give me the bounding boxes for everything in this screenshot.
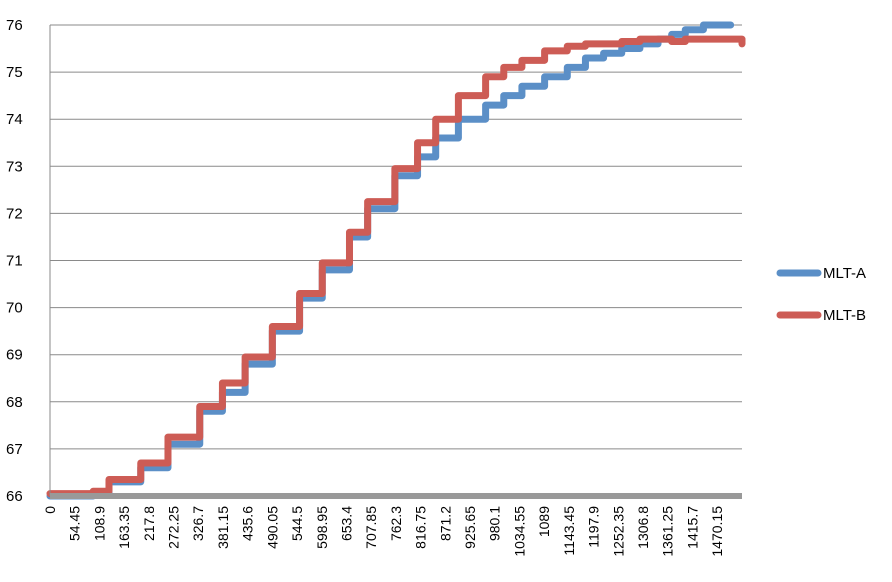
x-tick-label: 108.9	[91, 506, 107, 541]
series-line-mlt-b	[46, 35, 746, 498]
y-tick-label: 69	[6, 347, 23, 364]
y-tick-label: 67	[6, 441, 23, 458]
x-tick-label: 54.45	[67, 506, 83, 541]
x-tick-label: 653.4	[338, 506, 354, 541]
x-tick-label: 980.1	[487, 506, 503, 541]
x-tick-label: 0	[42, 506, 58, 514]
legend: MLT-A MLT-B	[776, 265, 866, 324]
x-tick-label: 163.35	[116, 506, 132, 549]
series-lines	[46, 21, 746, 500]
x-tick-label: 381.15	[215, 506, 231, 549]
x-tick-label: 490.05	[264, 506, 280, 549]
x-tick-label: 1361.25	[660, 506, 676, 557]
x-axis-ticks: 0 54.45 108.9 163.35 217.8 272.25 326.7 381.15 4…	[42, 506, 725, 557]
y-tick-label: 66	[6, 488, 23, 505]
x-tick-label: 816.75	[413, 506, 429, 549]
x-tick-label: 598.95	[314, 506, 330, 549]
x-tick-label: 272.25	[166, 506, 182, 549]
legend-label: MLT-A	[823, 265, 866, 282]
x-tick-label: 326.7	[190, 506, 206, 541]
x-tick-label: 217.8	[141, 506, 157, 541]
y-tick-label: 75	[6, 64, 23, 81]
x-tick-label: 544.5	[289, 506, 305, 541]
y-axis-ticks: 66 67 68 69 70 71 72 73 74 75 76	[6, 17, 23, 505]
y-tick-label: 72	[6, 205, 23, 222]
x-tick-label: 435.6	[240, 506, 256, 541]
x-tick-label: 871.2	[437, 506, 453, 541]
y-tick-label: 73	[6, 158, 23, 175]
x-tick-label: 1089	[536, 506, 552, 537]
y-tick-label: 76	[6, 17, 23, 34]
x-tick-label: 1306.8	[635, 506, 651, 549]
y-tick-label: 70	[6, 300, 23, 317]
x-tick-label: 1470.15	[709, 506, 725, 557]
x-tick-label: 925.65	[462, 506, 478, 549]
axes	[49, 25, 742, 499]
x-tick-label: 1197.9	[586, 506, 602, 548]
x-tick-label: 1034.55	[511, 506, 527, 557]
gridlines	[50, 24, 742, 450]
y-tick-label: 74	[6, 111, 23, 128]
x-tick-label: 1143.45	[561, 506, 577, 556]
y-tick-label: 68	[6, 394, 23, 411]
x-tick-label: 707.85	[363, 506, 379, 549]
x-tick-label: 1252.35	[610, 506, 626, 557]
legend-label: MLT-B	[823, 307, 866, 324]
y-tick-label: 71	[6, 253, 23, 270]
x-tick-label: 762.3	[388, 506, 404, 541]
x-tick-label: 1415.7	[684, 506, 700, 549]
